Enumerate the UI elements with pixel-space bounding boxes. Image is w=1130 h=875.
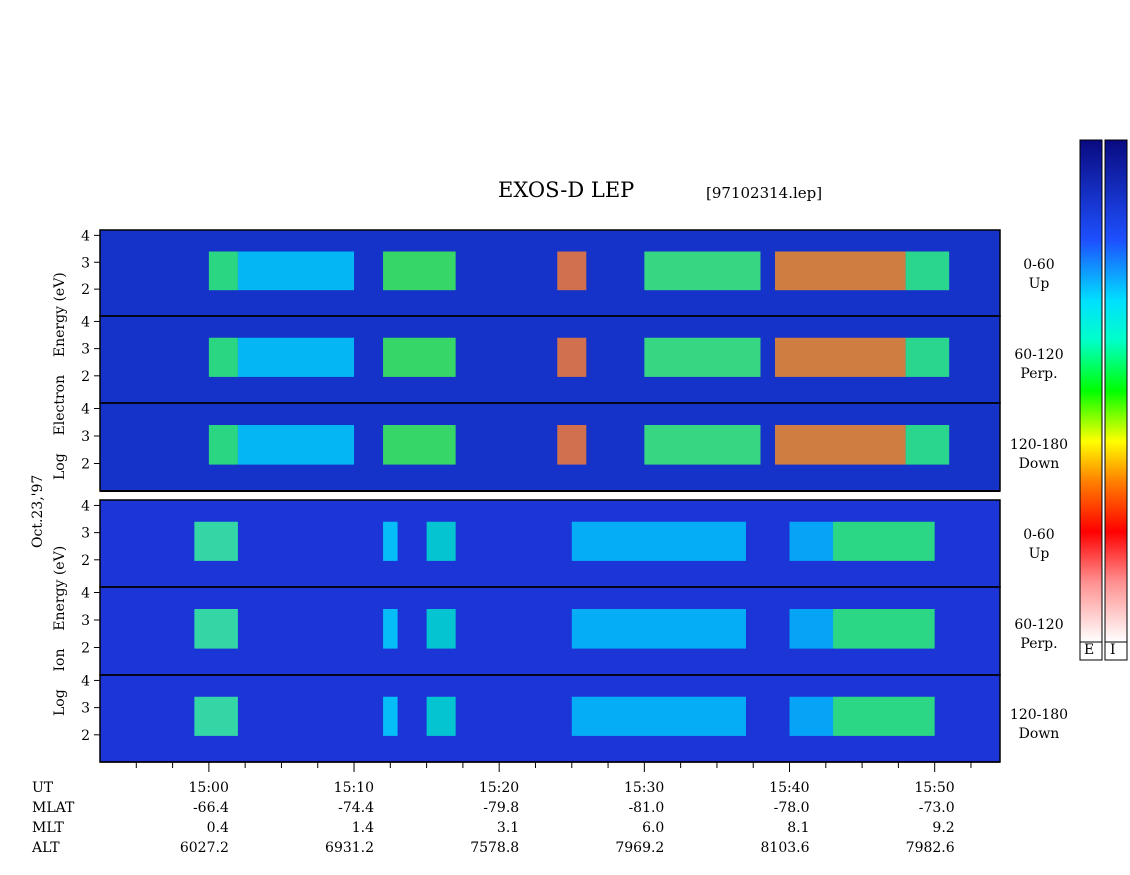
panel-label-i-up: 0-60 Up xyxy=(1023,527,1055,562)
row-label-mlt: MLT xyxy=(32,820,64,836)
chart-title: EXOS-D LEP xyxy=(498,178,635,202)
y-tick-label: 2 xyxy=(81,553,90,569)
ephemeris-mlat-value: -81.0 xyxy=(628,800,665,816)
y-tick-label: 2 xyxy=(81,728,90,744)
ephemeris-ut-value: 15:50 xyxy=(914,780,955,796)
ion-colorbar-label: I xyxy=(1110,642,1116,658)
y-tick-label: 3 xyxy=(81,342,90,358)
ephemeris-mlt-value: 8.1 xyxy=(787,820,810,836)
panel-label-e-up: 0-60 Up xyxy=(1023,257,1055,292)
electron-colorbar xyxy=(1079,139,1103,643)
y-tick-label: 4 xyxy=(81,673,90,689)
ephemeris-ut-value: 15:40 xyxy=(769,780,810,796)
panel-label-i-down: 120-180 Down xyxy=(1009,707,1069,742)
y-tick-label: 2 xyxy=(81,282,90,298)
date-label: Oct.23,'97 xyxy=(30,474,46,548)
row-label-mlat: MLAT xyxy=(32,800,75,816)
row-label-ut: UT xyxy=(32,780,54,796)
electron-colorbar-label: E xyxy=(1084,642,1095,658)
ephemeris-ut-value: 15:10 xyxy=(333,780,375,796)
ephemeris-alt-value: 6931.2 xyxy=(325,840,375,856)
ephemeris-ut-value: 15:00 xyxy=(188,780,229,796)
panel-label-e-perp: 60-120 Perp. xyxy=(1014,347,1064,382)
y-tick-label: 4 xyxy=(81,228,90,244)
ephemeris-mlt-value: 0.4 xyxy=(206,820,229,836)
ephemeris-mlt-value: 9.2 xyxy=(932,820,955,836)
y-tick-label: 4 xyxy=(81,498,90,514)
panel-label-e-down: 120-180 Down xyxy=(1009,437,1069,472)
file-name: [97102314.lep] xyxy=(706,184,823,202)
y-tick-label: 3 xyxy=(81,701,90,717)
y-tick-label: 3 xyxy=(81,255,90,271)
ephemeris-alt-value: 7578.8 xyxy=(470,840,520,856)
y-tick-label: 4 xyxy=(81,586,90,602)
ephemeris-mlat-value: -78.0 xyxy=(773,800,810,816)
ephemeris-mlat-value: -79.8 xyxy=(483,800,520,816)
y-tick-label: 3 xyxy=(81,613,90,629)
y-tick-label: 4 xyxy=(81,402,90,418)
ion-colorbar xyxy=(1104,139,1128,643)
ephemeris-mlat-value: -73.0 xyxy=(918,800,955,816)
ephemeris-mlt-value: 6.0 xyxy=(642,820,665,836)
ephemeris-alt-value: 8103.6 xyxy=(760,840,810,856)
ephemeris-alt-value: 7982.6 xyxy=(905,840,955,856)
ephemeris-mlt-value: 1.4 xyxy=(351,820,375,836)
ephemeris-mlat-value: -74.4 xyxy=(338,800,375,816)
y-tick-label: 3 xyxy=(81,429,90,445)
y-tick-label: 2 xyxy=(81,369,90,385)
electron-y-label: Log Electron Energy (eV) xyxy=(52,272,68,480)
ephemeris-alt-value: 6027.2 xyxy=(179,840,229,856)
ephemeris-mlat-value: -66.4 xyxy=(192,800,229,816)
row-label-alt: ALT xyxy=(32,840,60,856)
y-tick-label: 2 xyxy=(81,641,90,657)
ephemeris-ut-value: 15:20 xyxy=(478,780,520,796)
y-tick-label: 3 xyxy=(81,526,90,542)
ephemeris-alt-value: 7969.2 xyxy=(615,840,665,856)
ion-y-label: Log Ion Energy (eV) xyxy=(52,545,68,716)
y-tick-label: 4 xyxy=(81,314,90,330)
panel-label-i-perp: 60-120 Perp. xyxy=(1014,617,1064,652)
ephemeris-mlt-value: 3.1 xyxy=(496,820,520,836)
ephemeris-ut-value: 15:30 xyxy=(623,780,665,796)
y-tick-label: 2 xyxy=(81,457,90,473)
